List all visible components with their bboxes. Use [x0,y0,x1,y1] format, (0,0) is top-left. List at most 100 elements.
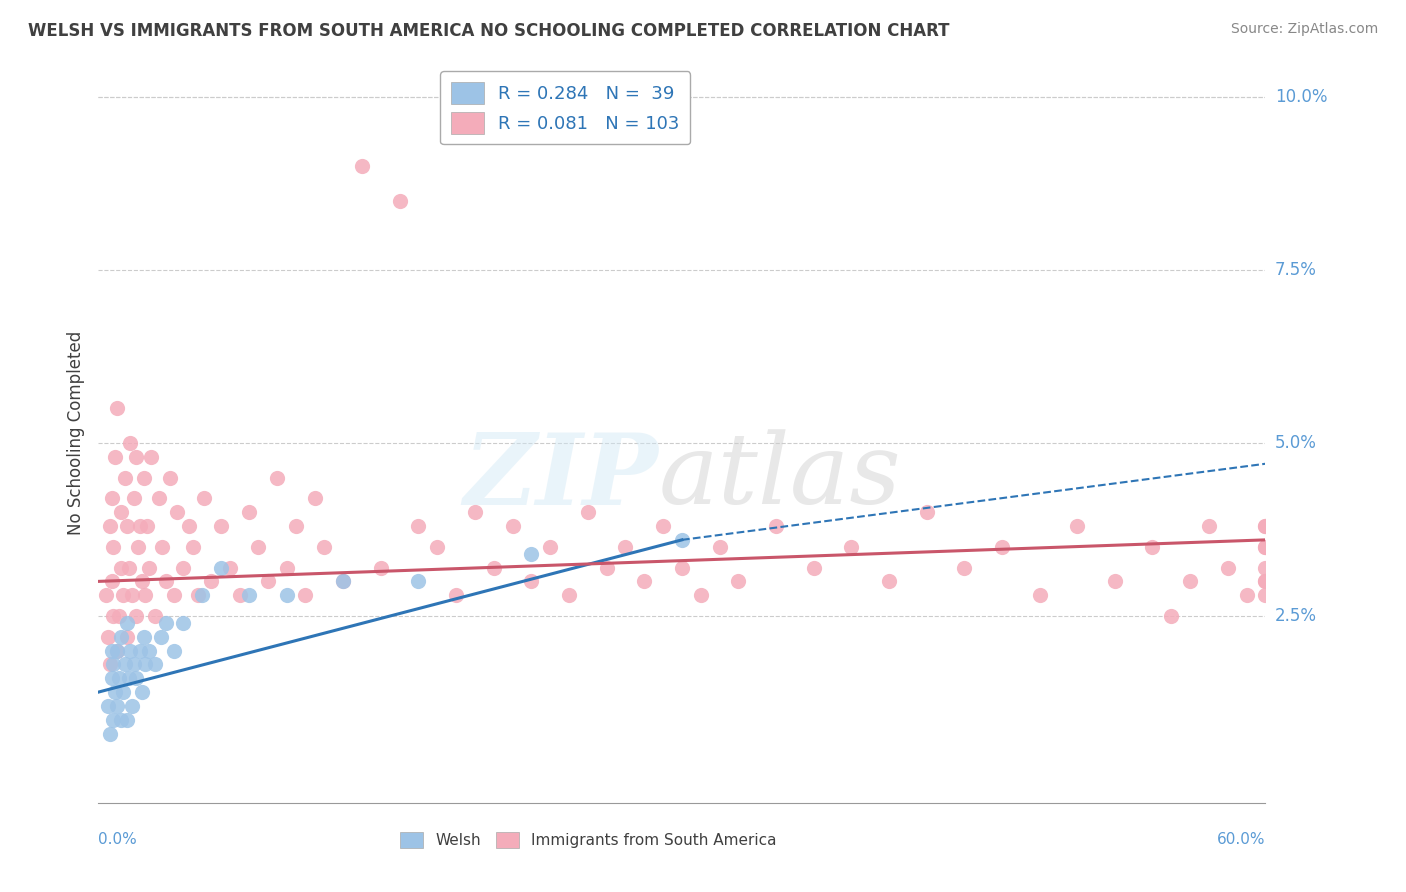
Text: 2.5%: 2.5% [1275,607,1317,625]
Y-axis label: No Schooling Completed: No Schooling Completed [66,331,84,534]
Point [122,491,145,506]
Point [1160,609,1182,624]
Point [110,713,132,727]
Point [285,519,308,533]
Point [558,588,581,602]
Point [953,560,976,574]
Point [595,560,617,574]
Point [98,657,121,672]
Point [209,519,232,533]
Point [314,540,336,554]
Point [614,540,637,554]
Point [163,588,186,602]
Text: 7.5%: 7.5% [1275,261,1316,279]
Legend: Welsh, Immigrants from South America: Welsh, Immigrants from South America [394,826,783,855]
Point [104,685,127,699]
Point [839,540,862,554]
Point [915,505,938,519]
Point [100,671,122,685]
Text: 10.0%: 10.0% [1275,88,1327,106]
Point [122,657,145,672]
Point [502,519,524,533]
Point [765,519,787,533]
Point [148,491,170,506]
Point [689,588,711,602]
Point [163,643,186,657]
Text: WELSH VS IMMIGRANTS FROM SOUTH AMERICA NO SCHOOLING COMPLETED CORRELATION CHART: WELSH VS IMMIGRANTS FROM SOUTH AMERICA N… [28,22,949,40]
Text: 60.0%: 60.0% [1218,832,1265,847]
Point [131,685,153,699]
Point [1178,574,1201,589]
Point [803,560,825,574]
Point [115,519,138,533]
Text: ZIP: ZIP [464,429,658,525]
Point [408,519,430,533]
Point [103,713,125,727]
Point [294,588,316,602]
Point [114,657,136,672]
Point [155,615,177,630]
Point [117,671,139,685]
Point [111,685,134,699]
Point [159,470,181,484]
Point [125,609,148,624]
Point [100,491,122,506]
Point [482,560,505,574]
Point [464,505,486,519]
Point [332,574,354,589]
Point [576,505,599,519]
Point [105,643,128,657]
Point [238,588,260,602]
Point [136,519,159,533]
Point [149,630,172,644]
Point [134,657,156,672]
Point [128,643,150,657]
Point [727,574,749,589]
Point [1254,560,1277,574]
Point [1142,540,1164,554]
Point [108,609,131,624]
Point [538,540,561,554]
Point [1198,519,1220,533]
Point [120,436,142,450]
Point [877,574,900,589]
Point [350,159,373,173]
Point [132,470,155,484]
Point [131,574,153,589]
Text: 5.0%: 5.0% [1275,434,1316,452]
Point [256,574,278,589]
Point [172,560,194,574]
Point [1254,519,1277,533]
Point [276,560,298,574]
Point [97,698,120,713]
Point [100,643,122,657]
Point [94,588,117,602]
Point [1254,540,1277,554]
Point [172,615,194,630]
Point [103,609,125,624]
Point [633,574,655,589]
Point [191,588,214,602]
Point [200,574,222,589]
Point [370,560,392,574]
Point [1104,574,1126,589]
Point [1216,560,1239,574]
Point [991,540,1014,554]
Point [408,574,430,589]
Point [1066,519,1088,533]
Point [105,643,128,657]
Point [652,519,675,533]
Point [1254,540,1277,554]
Point [388,194,411,208]
Point [100,574,122,589]
Point [671,533,693,547]
Point [127,540,149,554]
Point [121,588,143,602]
Point [1254,574,1277,589]
Point [121,698,143,713]
Point [125,671,148,685]
Point [444,588,467,602]
Point [98,726,121,740]
Point [1254,574,1277,589]
Point [103,657,125,672]
